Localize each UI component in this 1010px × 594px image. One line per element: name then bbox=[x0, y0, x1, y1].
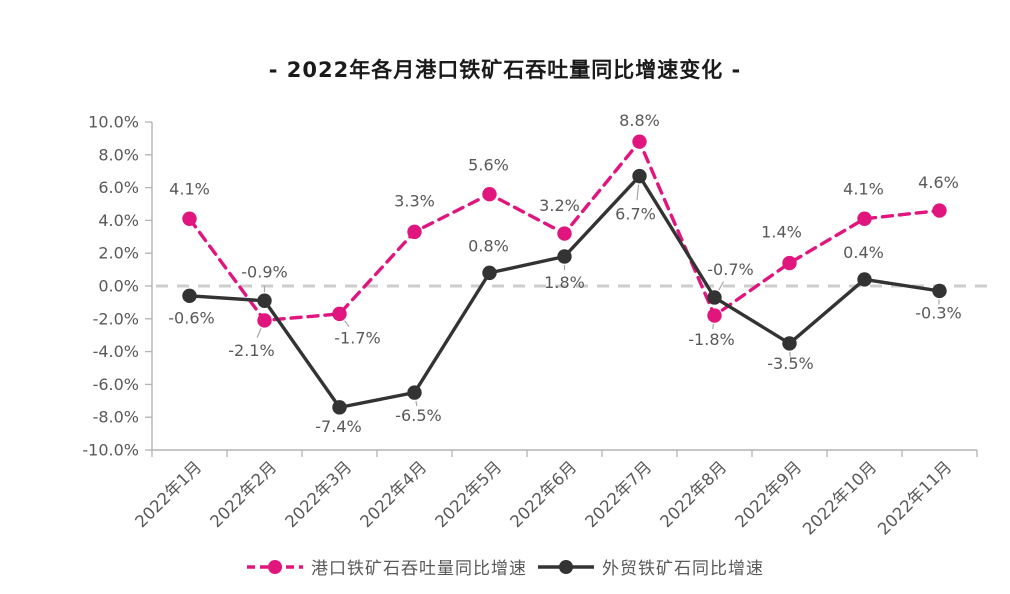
series-foreign-trade-data-label: -0.6% bbox=[168, 308, 214, 327]
series-port-throughput-data-point bbox=[707, 308, 722, 323]
series-port-throughput-data-label: 1.4% bbox=[761, 223, 802, 242]
y-axis-tick-label: 2.0% bbox=[98, 244, 139, 263]
series-foreign-trade-data-point bbox=[182, 288, 197, 304]
series-foreign-trade-data-label: 6.7% bbox=[615, 205, 656, 224]
x-axis-tick-label: 2022年10月 bbox=[799, 457, 880, 538]
series-port-throughput-data-point bbox=[557, 226, 572, 241]
series-foreign-trade-data-point bbox=[557, 249, 572, 264]
series-port-throughput-data-label: 3.3% bbox=[394, 191, 435, 210]
y-axis-tick-label: -10.0% bbox=[82, 441, 139, 460]
series-foreign-trade-data-point bbox=[332, 400, 347, 415]
series-foreign-trade-data-label: -0.9% bbox=[241, 262, 287, 281]
x-axis-tick-label: 2022年1月 bbox=[131, 457, 205, 531]
series-foreign-trade-data-point bbox=[782, 336, 797, 351]
series-port-throughput-data-label: 5.6% bbox=[468, 156, 509, 175]
series-port-throughput-data-point bbox=[332, 306, 347, 322]
x-axis-tick-label: 2022年7月 bbox=[581, 457, 655, 531]
x-axis-tick-label: 2022年6月 bbox=[506, 457, 580, 531]
series-foreign-trade-data-point bbox=[707, 290, 722, 305]
y-axis-tick-label: 6.0% bbox=[98, 178, 139, 197]
series-foreign-trade-data-label: -7.4% bbox=[315, 417, 361, 436]
legend-marker-dashed-pink-icon bbox=[247, 559, 303, 574]
series-foreign-trade-data-label: -0.7% bbox=[707, 260, 753, 279]
legend-item-port-throughput: 港口铁矿石吞吐量同比增速 bbox=[246, 554, 527, 579]
chart-title: - 2022年各月港口铁矿石吞吐量同比增速变化 - bbox=[268, 58, 742, 82]
y-axis-tick-label: -2.0% bbox=[93, 309, 139, 328]
y-axis-tick-label: 0.0% bbox=[98, 277, 139, 296]
series-port-throughput-data-point bbox=[857, 211, 872, 226]
series-port-throughput-data-label: -2.1% bbox=[228, 341, 274, 360]
series-foreign-trade-data-label: 0.8% bbox=[468, 236, 509, 255]
series-port-throughput-data-label: 8.8% bbox=[619, 111, 660, 130]
x-axis-tick-label: 2022年2月 bbox=[206, 457, 280, 531]
series-foreign-trade-data-point bbox=[857, 272, 872, 287]
series-port-throughput-data-label: -1.7% bbox=[334, 328, 380, 347]
y-axis-tick-label: 4.0% bbox=[98, 211, 139, 230]
legend-label-foreign-trade: 外贸铁矿石同比增速 bbox=[602, 559, 764, 579]
series-foreign-trade-data-point bbox=[482, 265, 497, 281]
series-port-throughput-data-point bbox=[932, 203, 947, 218]
x-axis-tick-label: 2022年5月 bbox=[431, 457, 505, 531]
y-axis-tick-label: -4.0% bbox=[93, 342, 139, 361]
series-port-throughput-data-point bbox=[407, 224, 422, 240]
series-foreign-trade-data-point bbox=[932, 283, 947, 299]
series-port-throughput-data-point bbox=[257, 313, 272, 328]
series-foreign-trade-data-label: 1.8% bbox=[544, 273, 585, 292]
series-foreign-trade-data-point bbox=[632, 168, 647, 184]
series-port-throughput-data-label: 4.6% bbox=[918, 173, 959, 192]
x-axis-tick-label: 2022年3月 bbox=[281, 457, 355, 531]
series-port-throughput-data-label: 4.1% bbox=[843, 179, 884, 198]
data-label-leader bbox=[712, 323, 715, 329]
legend-label-port-throughput: 港口铁矿石吞吐量同比增速 bbox=[311, 559, 527, 579]
series-port-throughput-data-point bbox=[482, 186, 497, 202]
y-axis-tick-label: -8.0% bbox=[93, 408, 139, 427]
chart-legend: 港口铁矿石吞吐量同比增速 外贸铁矿石同比增速 bbox=[0, 554, 1010, 579]
series-foreign-trade-data-point bbox=[407, 385, 422, 400]
series-port-throughput-data-point bbox=[782, 255, 797, 271]
data-label-leader bbox=[636, 184, 640, 201]
x-axis-tick-label: 2022年9月 bbox=[731, 457, 805, 531]
series-foreign-trade-data-label: -3.5% bbox=[767, 354, 813, 373]
series-port-throughput-data-label: 3.2% bbox=[539, 196, 580, 215]
series-foreign-trade-data-label: -0.3% bbox=[915, 303, 961, 322]
legend-item-foreign-trade: 外贸铁矿石同比增速 bbox=[537, 554, 764, 579]
x-axis-tick-label: 2022年11月 bbox=[874, 457, 955, 538]
series-port-throughput-data-label: 4.1% bbox=[169, 179, 210, 198]
y-axis-tick-label: -6.0% bbox=[93, 375, 139, 394]
x-axis-tick-label: 2022年4月 bbox=[356, 457, 430, 531]
y-axis-tick-label: 8.0% bbox=[98, 145, 139, 164]
data-label-leader bbox=[256, 328, 262, 338]
x-axis-tick-label: 2022年8月 bbox=[656, 457, 730, 531]
legend-marker-solid-black-icon bbox=[538, 559, 594, 574]
series-port-throughput-data-label: -1.8% bbox=[688, 330, 734, 349]
y-axis-tick-label: 10.0% bbox=[88, 113, 139, 132]
series-foreign-trade-data-label: 0.4% bbox=[843, 243, 884, 262]
series-foreign-trade-data-label: -6.5% bbox=[395, 406, 441, 425]
series-port-throughput-data-point bbox=[182, 211, 197, 226]
data-label-leader bbox=[344, 320, 350, 328]
data-label-leader bbox=[415, 400, 418, 407]
series-foreign-trade-data-point bbox=[257, 293, 272, 308]
data-label-leader bbox=[718, 281, 725, 291]
series-port-throughput-data-point bbox=[632, 134, 647, 149]
